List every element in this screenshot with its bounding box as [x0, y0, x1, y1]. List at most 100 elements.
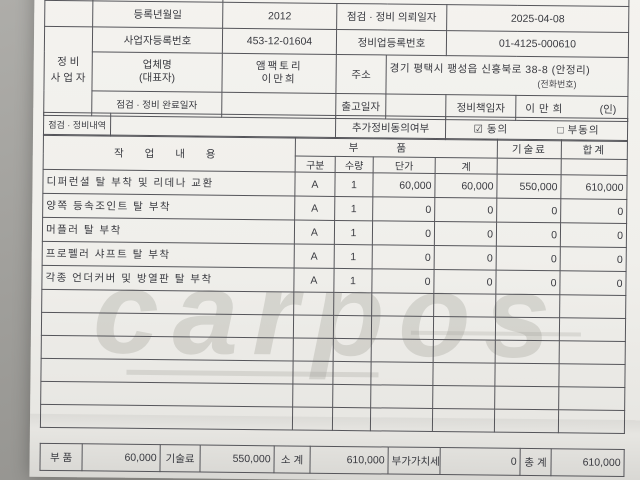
agree-label: 동의 [486, 123, 509, 136]
subtotal-value: 610,000 [309, 446, 389, 475]
empty-cell [40, 358, 294, 385]
type-cell: A [294, 172, 336, 197]
amount-cell: 0 [434, 221, 497, 247]
empty-cell [432, 362, 496, 387]
empty-cell [559, 340, 626, 365]
empty-cell [371, 338, 434, 363]
manager-name: 이만희 [525, 102, 567, 115]
empty-cell [495, 294, 560, 318]
unit-price-cell: 0 [372, 220, 435, 246]
subtotal-label: 소 계 [273, 445, 311, 474]
empty-cell [41, 289, 294, 316]
address-value: 경기 평택시 팽성읍 신흥북로 38-8 (안정리) (전화번호) [385, 54, 629, 97]
registration-date-label: 등록년월일 [92, 0, 223, 29]
totals-row: 부 품 60,000 기술료 550,000 소 계 610,000 부가가치세… [39, 443, 625, 477]
empty-cell [495, 317, 560, 341]
unit-price-cell: 60,000 [372, 172, 436, 198]
unit-price-cell: 0 [372, 196, 435, 222]
parts-total-value: 60,000 [81, 443, 161, 472]
type-cell: A [294, 196, 335, 221]
address-line: 경기 평택시 팽성읍 신흥북로 38-8 (안정리) [389, 62, 591, 77]
job-description: 디퍼런셜 탈 부착 및 리데나 교환 [42, 169, 296, 197]
empty-cell [40, 404, 293, 431]
unit-price-cell: 0 [372, 244, 435, 270]
company-name-value: 앰팩토리 이만희 [221, 53, 337, 94]
empty-cell [494, 386, 559, 410]
empty-cell [432, 408, 495, 433]
business-reg-number-label: 사업자등록번호 [92, 26, 223, 54]
labor-cell: 0 [496, 222, 561, 247]
vat-label: 부가가치세 [387, 447, 441, 475]
labor-cell: 0 [496, 246, 561, 271]
empty-cell [495, 340, 560, 364]
empty-cell [333, 292, 372, 316]
amount-cell: 0 [434, 197, 497, 223]
empty-cell [292, 407, 333, 431]
agree-checkbox-checked: ☑ [473, 122, 485, 135]
empty-cell [433, 339, 496, 364]
job-description-header: 작 업 내 용 [43, 134, 296, 173]
total-cell: 0 [559, 270, 627, 296]
company-label-line1: 업체명 [142, 58, 172, 72]
totals-summary-table: 부 품 60,000 기술료 550,000 소 계 610,000 부가가치세… [39, 443, 625, 477]
empty-cell [559, 294, 626, 319]
vat-value: 0 [439, 447, 521, 476]
group-label-line2: 사 업 자 [50, 71, 86, 85]
empty-cell [332, 407, 371, 431]
shop-reg-number-value: 01-4125-000610 [446, 30, 629, 58]
type-cell: A [293, 268, 335, 293]
labor-fee-header: 기술료 [497, 139, 562, 159]
empty-cell [494, 363, 560, 387]
empty-cell [371, 292, 434, 317]
total-header: 합계 [561, 139, 628, 160]
additional-repair-consent-label: 추가정비동의여부 [335, 115, 446, 140]
unit-price-subheader: 단가 [373, 156, 436, 174]
work-items-table: 작 업 내 용 부품 기술료 합계 구분 수량 단가 계 디퍼런셜 탈 부착 및… [40, 134, 628, 434]
empty-cell [558, 409, 625, 434]
ceo-name: 이만희 [261, 73, 297, 86]
consent-agree-option: ☑ 동의 [474, 121, 509, 136]
empty-cell [333, 315, 372, 339]
seal-mark: (인) [599, 103, 617, 116]
job-description: 프로펠러 샤프트 탈 부착 [42, 241, 295, 269]
maintenance-invoice-document: carpos 등록년월일 2012 점검 · 정비 의뢰일자 2025-04-0… [29, 0, 640, 480]
empty-cell [370, 384, 433, 409]
labor-cell: 0 [495, 270, 561, 295]
total-cell: 610,000 [560, 174, 628, 200]
empty-cell [332, 361, 372, 385]
business-reg-number-value: 453-12-01604 [222, 28, 337, 55]
job-description: 각종 언더커버 및 방열판 탈 부착 [41, 265, 295, 293]
empty-cell [41, 312, 294, 339]
empty-cell [370, 407, 433, 432]
amount-cell: 0 [433, 269, 497, 295]
empty-subheader-cell [497, 158, 562, 175]
info-row-company: 업체명 (대표자) 앰팩토리 이만희 주소 경기 평택시 팽성읍 신흥북로 38… [44, 51, 629, 97]
qty-cell: 1 [334, 196, 373, 221]
empty-cell [293, 315, 334, 339]
shop-reg-number-label: 정비업등록번호 [336, 29, 447, 56]
empty-cell [292, 361, 334, 385]
unit-price-cell: 0 [371, 268, 435, 294]
labor-total-label: 기술료 [159, 444, 201, 473]
phone-number-note: (전화번호) [537, 79, 577, 90]
empty-group-cell [44, 0, 93, 27]
empty-cell [292, 384, 333, 408]
empty-cell [559, 317, 626, 342]
qty-cell: 1 [334, 244, 373, 269]
job-description: 머플러 탈 부착 [42, 217, 295, 245]
qty-cell: 1 [333, 268, 373, 293]
history-label: 점검 · 정비내역 [43, 112, 111, 137]
consent-disagree-option: □ 부동의 [557, 122, 599, 137]
empty-cell [433, 316, 496, 341]
request-date-value: 2025-04-08 [446, 4, 629, 33]
empty-cell [293, 338, 334, 362]
amount-subheader: 계 [435, 157, 498, 175]
disagree-checkbox-unchecked: □ [557, 123, 565, 136]
qty-subheader: 수량 [335, 156, 374, 173]
labor-cell: 0 [496, 198, 561, 223]
empty-cell [432, 385, 495, 410]
empty-cell [332, 384, 371, 408]
type-subheader: 구분 [295, 156, 336, 173]
qty-cell: 1 [334, 220, 373, 245]
empty-cell [370, 361, 434, 386]
